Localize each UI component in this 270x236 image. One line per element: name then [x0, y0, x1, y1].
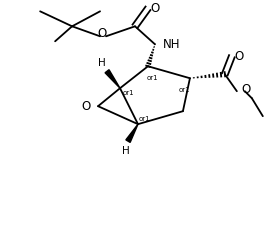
Text: O: O	[242, 83, 251, 96]
Text: H: H	[98, 58, 106, 68]
Text: or1: or1	[146, 75, 158, 81]
Text: or1: or1	[138, 116, 150, 122]
Text: O: O	[150, 2, 160, 15]
Text: O: O	[234, 50, 244, 63]
Text: O: O	[82, 100, 91, 113]
Polygon shape	[105, 70, 120, 88]
Text: or1: or1	[122, 90, 134, 96]
Text: NH: NH	[163, 38, 180, 51]
Text: or1: or1	[179, 87, 191, 93]
Polygon shape	[126, 124, 138, 142]
Text: H: H	[122, 146, 130, 156]
Text: O: O	[97, 27, 107, 40]
